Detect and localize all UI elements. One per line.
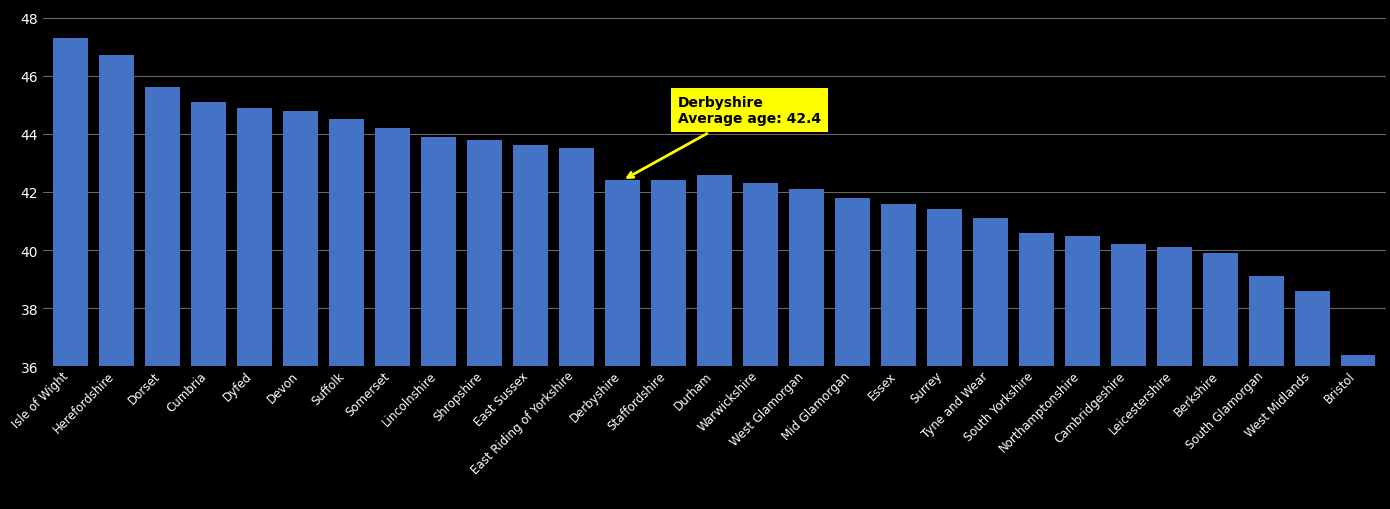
Bar	[1250, 276, 1283, 366]
Bar	[790, 190, 824, 366]
Bar	[1204, 253, 1237, 366]
Bar	[1111, 245, 1145, 366]
Bar	[284, 111, 318, 366]
Bar	[1156, 248, 1191, 366]
Bar	[375, 129, 410, 366]
Bar	[1341, 355, 1376, 366]
Bar	[652, 181, 685, 366]
Bar	[881, 204, 916, 366]
Bar	[973, 219, 1008, 366]
Bar	[513, 146, 548, 366]
Bar	[605, 181, 639, 366]
Bar	[146, 88, 179, 366]
Bar	[238, 108, 272, 366]
Bar	[53, 39, 88, 366]
Bar	[1019, 233, 1054, 366]
Bar	[192, 103, 227, 366]
Bar	[329, 120, 364, 366]
Bar	[421, 137, 456, 366]
Bar	[100, 56, 133, 366]
Bar	[835, 199, 870, 366]
Bar	[744, 184, 777, 366]
Bar	[927, 210, 962, 366]
Text: Derbyshire
Average age: 42.4: Derbyshire Average age: 42.4	[628, 96, 821, 178]
Bar	[1295, 291, 1329, 366]
Bar	[698, 175, 731, 366]
Bar	[559, 149, 594, 366]
Bar	[467, 140, 502, 366]
Bar	[1065, 236, 1099, 366]
